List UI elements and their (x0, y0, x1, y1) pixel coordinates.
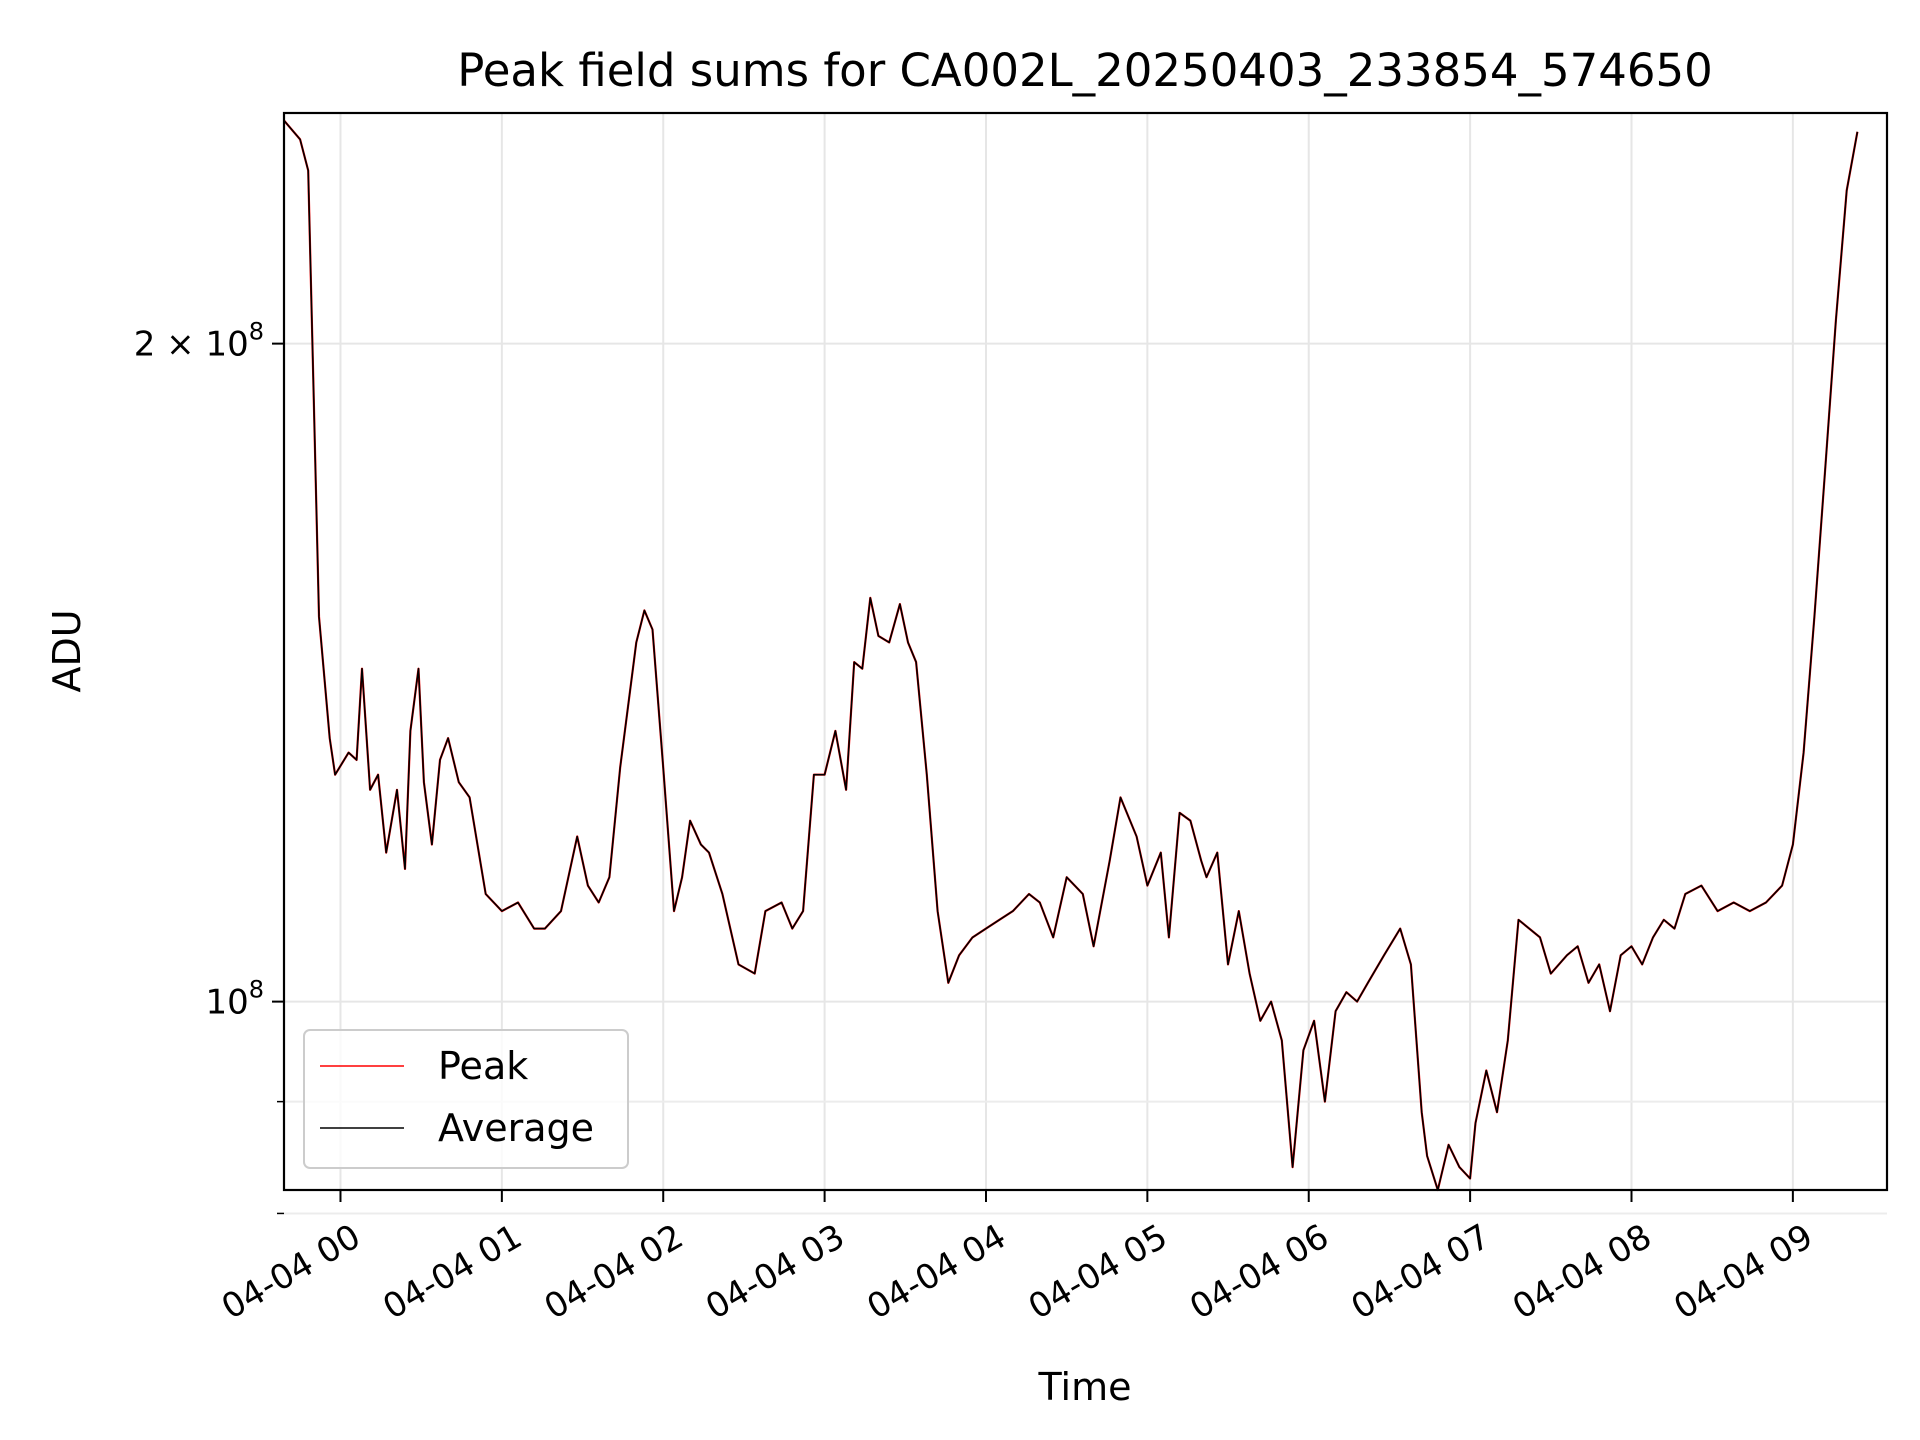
y-axis-label: ADU (45, 609, 89, 692)
x-axis-label: Time (1038, 1365, 1132, 1409)
chart-title: Peak field sums for CA002L_20250403_2338… (457, 44, 1713, 97)
legend-label-average: Average (438, 1106, 594, 1150)
legend: Peak Average (303, 1029, 629, 1169)
legend-box (303, 1029, 629, 1169)
series-line-average (283, 119, 1859, 1191)
grid-lines (284, 113, 1887, 1215)
legend-label-peak: Peak (438, 1044, 528, 1088)
y-tick-exponent: 8 (249, 318, 264, 346)
y-tick-label: 2 × 108 (134, 318, 264, 365)
y-tick-mantissa: 2 (134, 325, 156, 365)
plot-area-frame (282, 111, 1889, 1192)
y-tick-exponent: 8 (249, 976, 264, 1004)
series-lines (283, 119, 1859, 1192)
